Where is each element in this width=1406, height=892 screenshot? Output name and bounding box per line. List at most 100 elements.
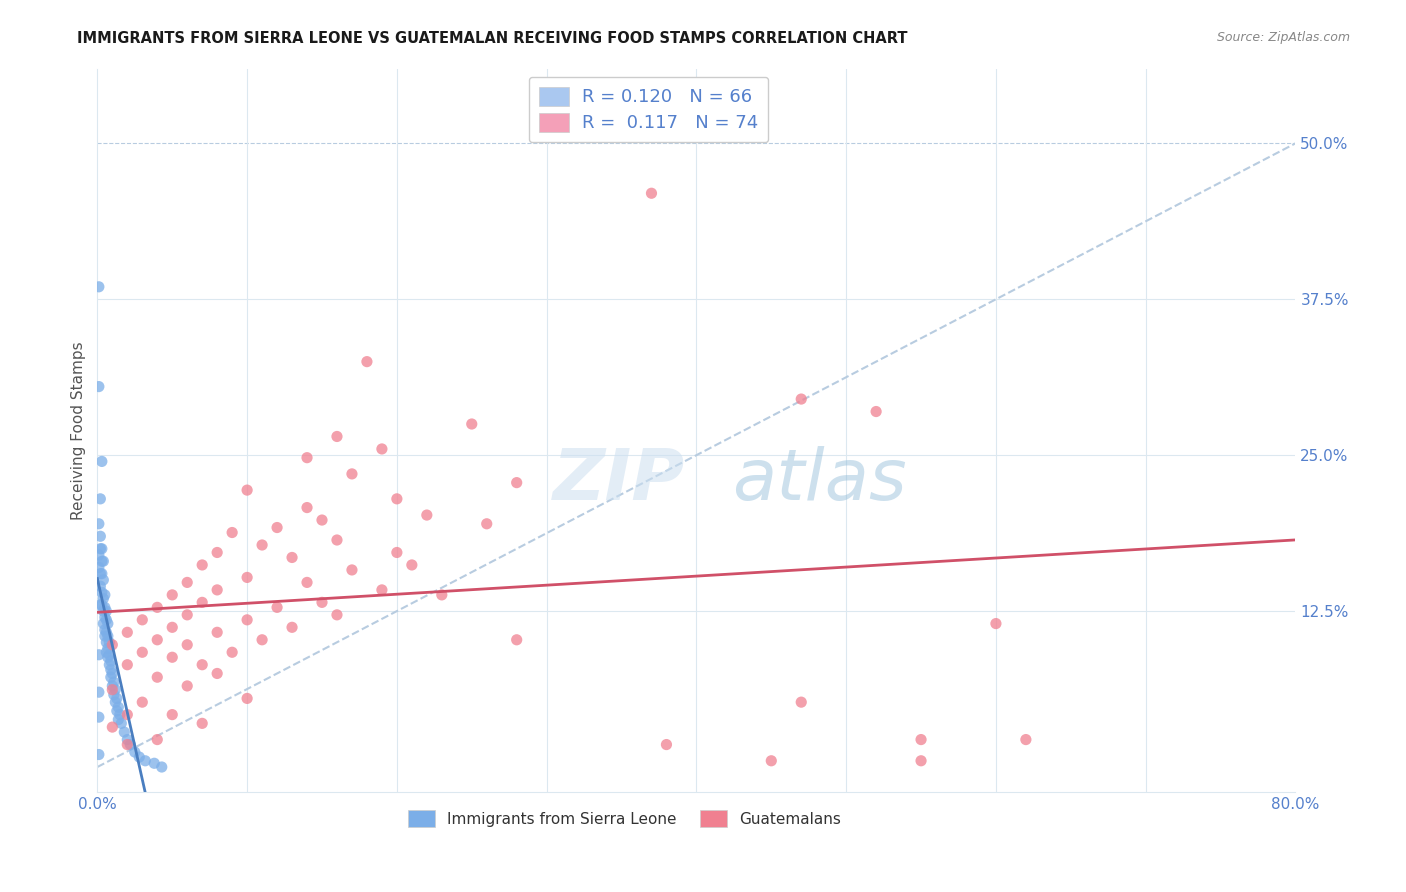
Point	[221, 525, 243, 540]
Point	[475, 516, 498, 531]
Point	[117, 707, 139, 722]
Point	[761, 754, 783, 768]
Point	[94, 600, 117, 615]
Point	[131, 613, 153, 627]
Point	[865, 404, 887, 418]
Point	[103, 675, 125, 690]
Point	[112, 725, 135, 739]
Point	[640, 186, 662, 201]
Point	[94, 610, 117, 624]
Point	[176, 638, 198, 652]
Point	[221, 645, 243, 659]
Point	[87, 516, 110, 531]
Point	[87, 747, 110, 762]
Point	[176, 679, 198, 693]
Point	[98, 648, 121, 662]
Point	[120, 738, 142, 752]
Point	[505, 632, 527, 647]
Point	[311, 513, 333, 527]
Point	[117, 625, 139, 640]
Point	[385, 545, 408, 559]
Point	[790, 695, 813, 709]
Point	[93, 591, 115, 606]
Point	[96, 645, 118, 659]
Point	[340, 467, 363, 481]
Point	[143, 756, 166, 771]
Point	[790, 392, 813, 406]
Point	[266, 520, 288, 534]
Point	[110, 716, 132, 731]
Point	[87, 710, 110, 724]
Point	[160, 650, 183, 665]
Point	[295, 450, 318, 465]
Point	[191, 558, 214, 572]
Point	[101, 638, 124, 652]
Point	[104, 682, 127, 697]
Point	[87, 560, 110, 574]
Point	[105, 691, 128, 706]
Point	[128, 750, 150, 764]
Point	[191, 716, 214, 731]
Point	[910, 754, 932, 768]
Legend: Immigrants from Sierra Leone, Guatemalans: Immigrants from Sierra Leone, Guatemalan…	[401, 802, 849, 835]
Point	[100, 663, 122, 677]
Point	[93, 554, 115, 568]
Point	[117, 732, 139, 747]
Point	[340, 563, 363, 577]
Point	[117, 657, 139, 672]
Point	[191, 657, 214, 672]
Point	[100, 654, 122, 668]
Point	[326, 607, 349, 622]
Point	[146, 600, 169, 615]
Point	[326, 429, 349, 443]
Point	[89, 491, 111, 506]
Point	[89, 598, 111, 612]
Point	[236, 570, 259, 584]
Point	[250, 632, 273, 647]
Point	[150, 760, 173, 774]
Point	[910, 732, 932, 747]
Point	[101, 720, 124, 734]
Point	[311, 595, 333, 609]
Point	[236, 691, 259, 706]
Point	[105, 704, 128, 718]
Point	[87, 685, 110, 699]
Point	[371, 442, 394, 456]
Point	[94, 629, 117, 643]
Point	[89, 529, 111, 543]
Point	[146, 632, 169, 647]
Point	[104, 695, 127, 709]
Point	[117, 738, 139, 752]
Point	[505, 475, 527, 490]
Point	[326, 533, 349, 547]
Point	[87, 648, 110, 662]
Point	[385, 491, 408, 506]
Point	[100, 670, 122, 684]
Point	[93, 616, 115, 631]
Point	[94, 588, 117, 602]
Point	[281, 550, 304, 565]
Point	[101, 682, 124, 697]
Text: IMMIGRANTS FROM SIERRA LEONE VS GUATEMALAN RECEIVING FOOD STAMPS CORRELATION CHA: IMMIGRANTS FROM SIERRA LEONE VS GUATEMAL…	[77, 31, 908, 46]
Point	[107, 700, 129, 714]
Point	[1015, 732, 1038, 747]
Point	[176, 575, 198, 590]
Text: Source: ZipAtlas.com: Source: ZipAtlas.com	[1216, 31, 1350, 45]
Point	[146, 732, 169, 747]
Point	[97, 641, 120, 656]
Point	[98, 657, 121, 672]
Point	[236, 613, 259, 627]
Point	[655, 738, 678, 752]
Point	[131, 695, 153, 709]
Point	[89, 541, 111, 556]
Point	[87, 548, 110, 562]
Point	[94, 623, 117, 637]
Point	[89, 579, 111, 593]
Point	[101, 679, 124, 693]
Point	[134, 754, 156, 768]
Point	[96, 613, 118, 627]
Point	[90, 554, 112, 568]
Point	[96, 635, 118, 649]
Point	[236, 483, 259, 497]
Point	[191, 595, 214, 609]
